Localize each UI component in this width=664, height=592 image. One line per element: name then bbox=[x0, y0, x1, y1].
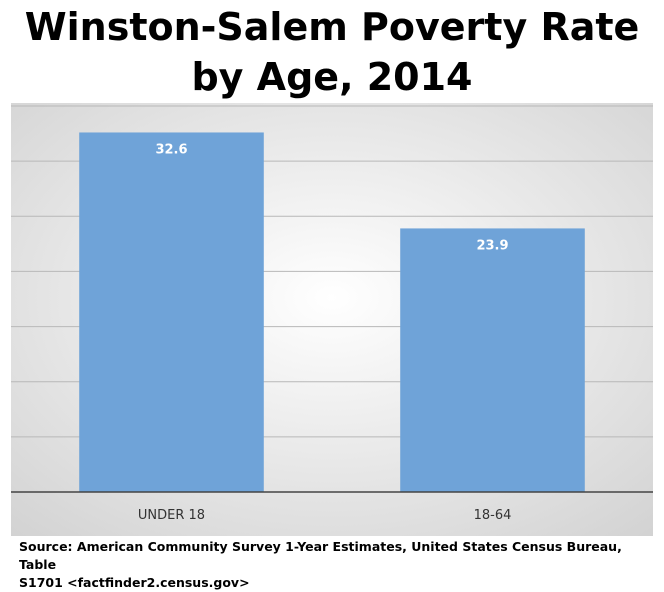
bar-chart: 32.6 UNDER 18 23.9 18-64 bbox=[11, 103, 653, 536]
x-tick-label: UNDER 18 bbox=[138, 508, 205, 523]
chart-area: 32.6 UNDER 18 23.9 18-64 bbox=[11, 103, 653, 536]
data-label: 23.9 bbox=[476, 238, 508, 253]
labels: 32.6 UNDER 18 23.9 18-64 bbox=[138, 142, 511, 523]
source-line-2: S1701 <factfinder2.census.gov> bbox=[19, 575, 250, 590]
chart-title-line-1: Winston-Salem Poverty Rate bbox=[24, 5, 640, 49]
chart-title: Winston-Salem Poverty Rate by Age, 2014 bbox=[0, 0, 664, 102]
bars bbox=[79, 132, 585, 492]
bar bbox=[400, 228, 585, 492]
source-note: Source: American Community Survey 1-Year… bbox=[19, 538, 649, 592]
data-label: 32.6 bbox=[155, 142, 187, 157]
source-line-1: Source: American Community Survey 1-Year… bbox=[19, 539, 622, 572]
chart-title-line-2: by Age, 2014 bbox=[191, 55, 473, 99]
x-tick-label: 18-64 bbox=[474, 508, 512, 523]
bar bbox=[79, 132, 264, 492]
